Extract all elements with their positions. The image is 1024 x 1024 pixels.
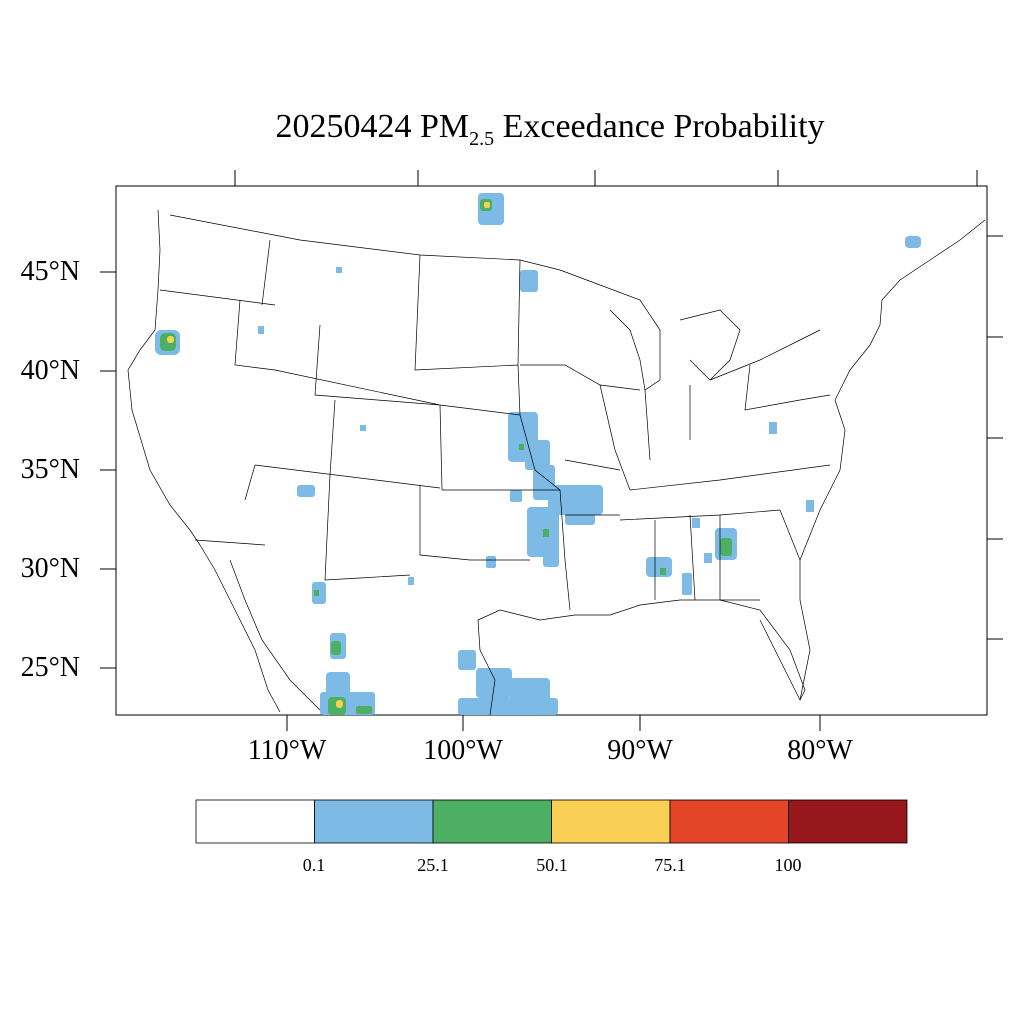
colorbar-label-1: 25.1 — [417, 855, 449, 875]
map-title: 20250424 PM2.5 Exceedance Probability — [0, 108, 1024, 151]
colorbar-swatch-4 — [669, 799, 789, 844]
map-frame — [115, 185, 988, 716]
colorbar-swatch-0 — [195, 799, 315, 844]
colorbar — [195, 799, 908, 844]
colorbar-swatch-1 — [314, 799, 434, 844]
title-suffix: Exceedance Probability — [502, 108, 825, 145]
bottom-ticks — [286, 715, 821, 731]
title-species: PM — [419, 108, 470, 145]
lon-label-80: 80°W — [787, 735, 853, 766]
lat-label-30: 30°N — [20, 553, 80, 584]
lon-label-110: 110°W — [247, 735, 327, 766]
lon-label-90: 90°W — [607, 735, 673, 766]
top-ticks — [234, 170, 978, 186]
lat-label-45: 45°N — [20, 256, 80, 287]
colorbar-swatch-2 — [432, 799, 552, 844]
colorbar-label-0: 0.1 — [302, 855, 326, 875]
lat-label-35: 35°N — [20, 454, 80, 485]
lat-label-25: 25°N — [20, 652, 80, 683]
probability-areas-very-high — [167, 202, 490, 708]
boundaries — [127, 209, 986, 716]
title-date: 20250424 — [275, 108, 412, 145]
lon-label-100: 100°W — [423, 735, 503, 766]
colorbar-label-3: 75.1 — [654, 855, 686, 875]
right-ticks — [987, 235, 1003, 640]
colorbar-label-2: 50.1 — [536, 855, 568, 875]
left-ticks — [100, 271, 116, 669]
colorbar-label-4: 100 — [774, 855, 802, 875]
title-species-sub: 2.5 — [469, 127, 495, 150]
lat-label-40: 40°N — [20, 355, 80, 386]
colorbar-swatch-5 — [788, 799, 908, 844]
colorbar-swatch-3 — [551, 799, 671, 844]
